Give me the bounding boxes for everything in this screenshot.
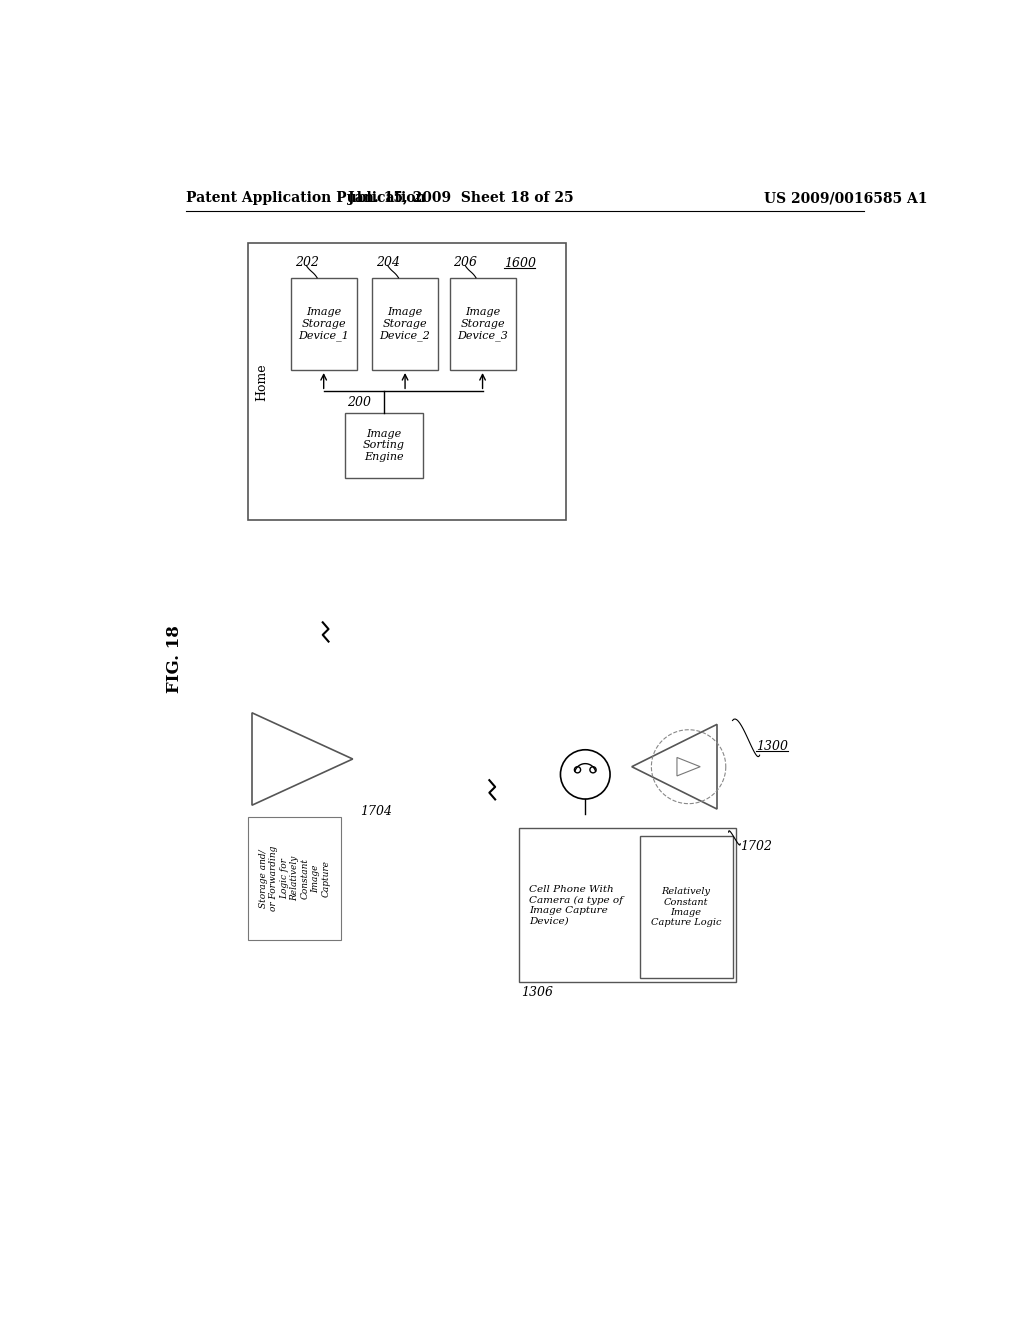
Text: Image
Storage
Device_2: Image Storage Device_2 <box>380 308 430 341</box>
Text: Image
Storage
Device_3: Image Storage Device_3 <box>457 308 508 341</box>
Text: 200: 200 <box>346 396 371 409</box>
Text: Jan. 15, 2009  Sheet 18 of 25: Jan. 15, 2009 Sheet 18 of 25 <box>348 191 574 206</box>
Bar <box>372 277 438 370</box>
Text: Image
Storage
Device_1: Image Storage Device_1 <box>298 308 349 341</box>
Text: 1306: 1306 <box>521 986 553 999</box>
Text: 1300: 1300 <box>756 739 787 752</box>
Text: Storage and/
or Forwarding
Logic for
Relatively
Constant
Image
Capture: Storage and/ or Forwarding Logic for Rel… <box>259 846 331 911</box>
Text: Patent Application Publication: Patent Application Publication <box>186 191 426 206</box>
Text: 206: 206 <box>454 256 477 269</box>
Text: 1702: 1702 <box>740 840 772 853</box>
Text: Relatively
Constant
Image
Capture Logic: Relatively Constant Image Capture Logic <box>650 887 721 928</box>
Text: Image
Sorting
Engine: Image Sorting Engine <box>362 429 404 462</box>
Bar <box>248 243 566 520</box>
Bar <box>519 829 736 982</box>
Bar <box>450 277 515 370</box>
Text: 1600: 1600 <box>504 257 536 271</box>
Text: 204: 204 <box>376 256 400 269</box>
Text: 1704: 1704 <box>360 805 392 818</box>
Bar <box>640 836 732 978</box>
Bar <box>291 277 356 370</box>
Text: Cell Phone With
Camera (a type of
Image Capture
Device): Cell Phone With Camera (a type of Image … <box>528 886 623 925</box>
Text: Home: Home <box>256 363 268 400</box>
Bar <box>345 412 423 478</box>
Text: US 2009/0016585 A1: US 2009/0016585 A1 <box>764 191 927 206</box>
Text: FIG. 18: FIG. 18 <box>166 624 183 693</box>
Bar <box>248 817 341 940</box>
Text: 202: 202 <box>295 256 318 269</box>
